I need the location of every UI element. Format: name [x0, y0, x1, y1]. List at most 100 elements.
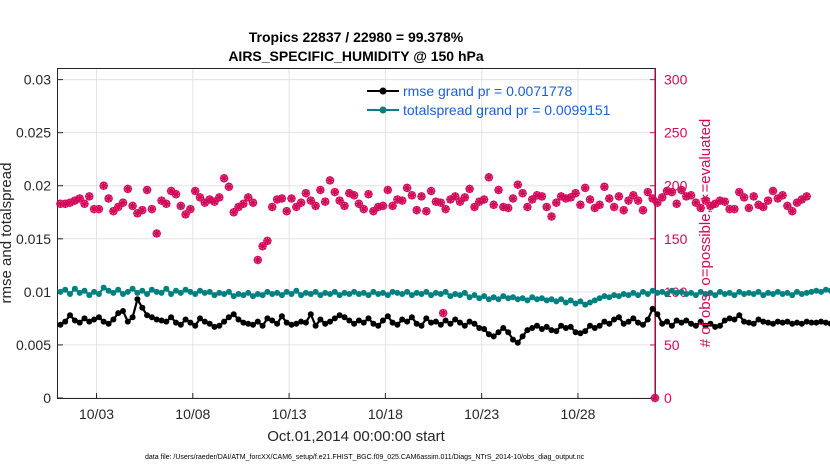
obs-star-stroke	[461, 193, 469, 201]
obs-count-point	[441, 204, 450, 214]
obs-possible-circle	[210, 197, 219, 206]
obs-star-stroke	[783, 202, 791, 210]
obs-star-stroke	[403, 184, 411, 192]
rmse-point	[668, 322, 675, 329]
obs-count-point	[171, 190, 181, 199]
rmse-point	[177, 321, 184, 328]
obs-count-point	[301, 189, 311, 198]
totalspread-point	[336, 292, 343, 299]
obs-star-stroke	[182, 210, 190, 218]
totalspread-point	[225, 288, 232, 295]
rmse-point	[707, 320, 714, 327]
obs-count-point	[263, 236, 272, 246]
totalspread-point	[813, 287, 820, 294]
right-axis-label: # of obs: o=possible; ∗=evaluated	[697, 119, 714, 348]
totalspread-point	[620, 291, 627, 297]
totalspread-point	[485, 296, 492, 303]
totalspread-point	[529, 294, 536, 301]
rmse-point	[827, 320, 830, 327]
right-tick-label: 0	[664, 390, 672, 406]
obs-star-stroke	[639, 206, 647, 214]
rmse-point	[630, 315, 637, 322]
obs-count-point	[306, 196, 315, 205]
rmse-point	[471, 320, 478, 327]
rmse-point	[288, 321, 295, 328]
totalspread-point	[481, 293, 488, 300]
right-tick-label: 300	[664, 72, 688, 88]
obs-star-stroke	[730, 205, 739, 213]
rmse-point	[327, 318, 333, 325]
rmse-point	[302, 319, 309, 326]
obs-count-point	[142, 185, 152, 195]
obs-star-stroke	[490, 201, 498, 209]
obs-possible-circle	[763, 196, 773, 205]
rmse-point	[755, 316, 762, 323]
rmse-point	[365, 315, 372, 322]
rmse-point	[230, 311, 237, 318]
obs-count-point	[426, 186, 436, 196]
obs-possible-circle	[292, 202, 301, 212]
obs-possible-circle	[325, 176, 335, 185]
obs-count-point	[369, 207, 378, 216]
plot-frame	[57, 68, 656, 399]
rmse-point	[432, 318, 439, 325]
obs-possible-circle	[629, 191, 638, 200]
rmse-point	[254, 318, 261, 325]
rmse-point	[553, 328, 560, 335]
obs-star-stroke	[793, 199, 801, 207]
rmse-point	[606, 320, 613, 327]
totalspread-point	[736, 288, 743, 295]
rmse-point	[91, 316, 98, 323]
obs-possible-circle	[171, 190, 181, 199]
y-axis-label: rmse and totalspread	[0, 163, 15, 304]
obs-possible-circle	[162, 199, 171, 208]
obs-possible-circle	[277, 194, 287, 203]
obs-star-stroke	[355, 200, 363, 208]
rmse-point	[712, 323, 719, 330]
obs-possible-circle	[128, 201, 137, 211]
totalspread-point	[779, 291, 786, 297]
totalspread-point	[741, 291, 748, 297]
y-tick-label: 0.005	[16, 337, 51, 353]
totalspread-point	[259, 292, 266, 299]
obs-possible-circle	[383, 185, 392, 195]
obs-star-stroke	[798, 195, 806, 204]
totalspread-point	[553, 298, 560, 305]
x-tick-label: 10/13	[272, 406, 307, 422]
totalspread-point	[644, 291, 651, 297]
obs-count-point	[398, 196, 407, 205]
obs-count-point	[653, 198, 662, 207]
obs-count-point	[311, 201, 320, 211]
obs-possible-circle	[576, 200, 585, 209]
y-tick-label: 0.03	[24, 72, 51, 88]
obs-count-point	[788, 207, 797, 216]
obs-star-stroke	[634, 197, 642, 205]
totalspread-point	[158, 289, 165, 296]
obs-possible-circle	[118, 198, 128, 207]
obs-count-point	[99, 181, 108, 190]
rmse-point	[692, 322, 699, 329]
obs-star-stroke	[278, 194, 286, 203]
rmse-point	[225, 314, 232, 321]
totalspread-point	[86, 292, 93, 299]
totalspread-point	[447, 293, 454, 300]
rmse-point	[67, 312, 73, 319]
totalspread-point	[818, 288, 825, 295]
totalspread-point	[808, 288, 815, 295]
obs-possible-circle	[759, 202, 768, 212]
rmse-point	[582, 328, 589, 335]
obs-star-stroke	[138, 206, 146, 214]
rmse-point	[678, 319, 685, 326]
obs-count-point	[595, 200, 604, 209]
grid-lines	[58, 69, 655, 399]
obs-count-point	[224, 182, 234, 191]
totalspread-point	[495, 296, 502, 303]
totalspread-point	[182, 286, 189, 293]
obs-possible-circle	[388, 201, 397, 211]
obs-possible-circle	[239, 199, 248, 208]
obs-count-point	[749, 192, 758, 201]
rmse-point	[221, 318, 228, 325]
rmse-point	[124, 318, 131, 325]
totalspread-point	[678, 288, 685, 295]
